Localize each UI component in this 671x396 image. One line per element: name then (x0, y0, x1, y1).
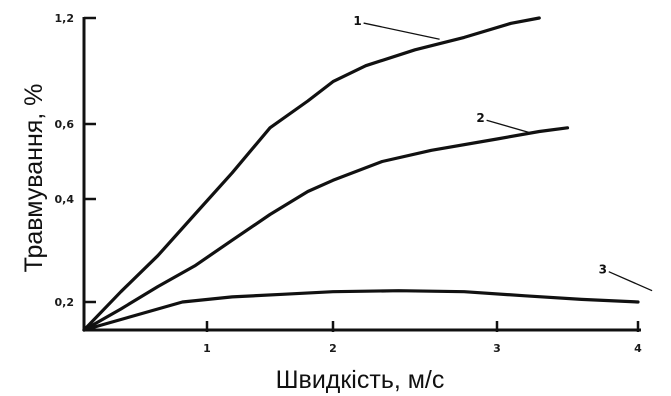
y-tick-label: 0,6 (55, 118, 75, 131)
curve-label-3: 3 (599, 263, 607, 277)
y-tick-label: 0,2 (55, 296, 75, 309)
series-3-line (82, 289, 640, 332)
axes (82, 17, 641, 332)
curve-label-leader (363, 22, 440, 40)
x-tick-label: 4 (634, 342, 642, 355)
curve-label-1: 1 (353, 14, 361, 28)
x-axis-title: Швидкість, м/с (276, 366, 445, 394)
ticks: 1 2 3 4 0,2 0,4 0,6 1,2 (55, 12, 643, 355)
curve-label-leader (486, 119, 533, 134)
x-tick-label: 3 (493, 342, 501, 355)
x-tick-label: 1 (203, 342, 211, 355)
series-2-line (82, 126, 570, 332)
y-tick-label: 1,2 (55, 12, 75, 25)
y-axis-title: Травмування, % (20, 84, 48, 273)
y-tick-label: 0,4 (55, 193, 75, 206)
series-1-line (82, 16, 541, 332)
curves (82, 16, 640, 332)
curve-labels: 1 2 3 (353, 14, 653, 292)
curve-label-leader (608, 271, 653, 292)
curve-label-2: 2 (476, 111, 484, 125)
x-tick-label: 2 (329, 342, 337, 355)
